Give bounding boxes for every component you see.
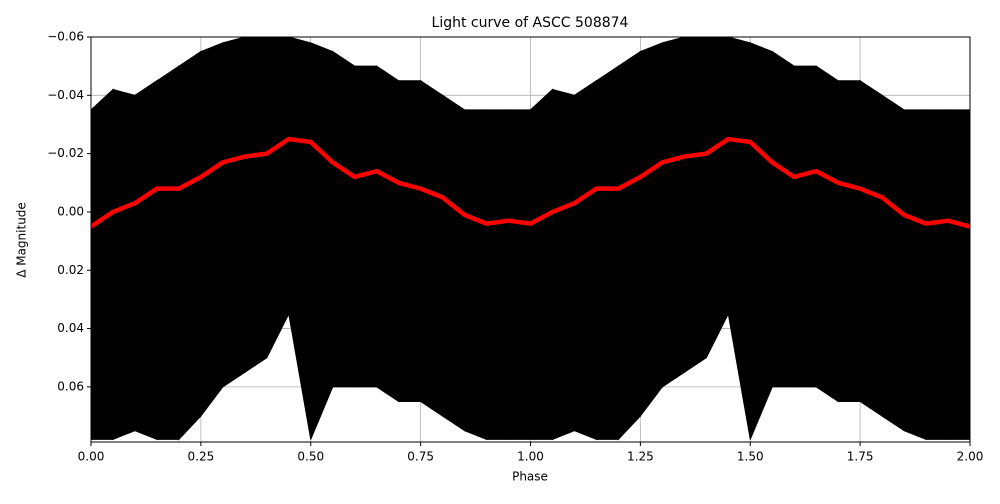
data-cloud <box>178 50 202 441</box>
data-cloud <box>793 65 817 388</box>
data-cloud <box>947 109 970 440</box>
data-cloud <box>815 65 839 403</box>
data-cloud <box>156 65 180 440</box>
data-cloud <box>639 42 663 418</box>
y-tick-label: 0.06 <box>57 379 84 393</box>
chart-title: Light curve of ASCC 508874 <box>432 15 629 31</box>
y-tick-label: 0.02 <box>57 263 84 277</box>
data-cloud <box>91 88 114 440</box>
data-cloud <box>881 94 905 432</box>
data-cloud <box>266 37 290 358</box>
data-cloud <box>705 37 729 358</box>
data-cloud <box>661 37 685 388</box>
x-tick-label: 0.25 <box>188 450 215 464</box>
data-cloud <box>595 65 619 440</box>
data-cloud <box>573 79 597 441</box>
data-cloud <box>486 109 510 440</box>
y-tick-label: −0.06 <box>47 30 84 44</box>
x-tick-label: 1.25 <box>627 450 654 464</box>
data-cloud <box>925 109 949 440</box>
data-cloud <box>442 94 466 432</box>
y-tick-label: 0.00 <box>57 204 84 218</box>
y-tick-label: −0.04 <box>47 88 84 102</box>
data-cloud <box>222 37 246 388</box>
trend-line <box>91 136 970 229</box>
data-cloud <box>837 80 861 402</box>
data-cloud <box>617 50 641 441</box>
data-cloud <box>398 80 422 402</box>
data-cloud <box>134 79 158 441</box>
x-tick-label: 1.75 <box>847 450 874 464</box>
data-cloud <box>310 42 334 440</box>
plot-area <box>91 37 970 441</box>
data-cloud <box>420 79 444 417</box>
data-cloud <box>530 88 553 440</box>
data-cloud <box>376 65 400 403</box>
data-cloud <box>464 109 488 441</box>
data-cloud <box>244 37 268 374</box>
x-tick-label: 0.00 <box>78 450 105 464</box>
y-tick-label: −0.02 <box>47 146 84 160</box>
data-cloud <box>749 42 773 440</box>
data-cloud <box>771 50 795 388</box>
y-axis-label: Δ Magnitude <box>15 202 29 278</box>
data-cloud <box>354 65 378 388</box>
data-cloud <box>683 37 707 374</box>
data-cloud <box>859 79 883 417</box>
y-tick-label: 0.04 <box>57 321 84 335</box>
x-tick-label: 0.75 <box>407 450 434 464</box>
x-tick-label: 1.50 <box>737 450 764 464</box>
data-cloud <box>332 50 356 388</box>
data-cloud <box>112 88 136 441</box>
x-tick-label: 1.00 <box>517 450 544 464</box>
x-tick-label: 2.00 <box>957 450 984 464</box>
data-cloud <box>551 88 575 441</box>
data-cloud <box>508 109 531 440</box>
data-cloud <box>200 42 224 418</box>
x-axis-label: Phase <box>512 470 548 484</box>
x-tick-label: 0.50 <box>297 450 324 464</box>
data-cloud <box>903 109 927 441</box>
